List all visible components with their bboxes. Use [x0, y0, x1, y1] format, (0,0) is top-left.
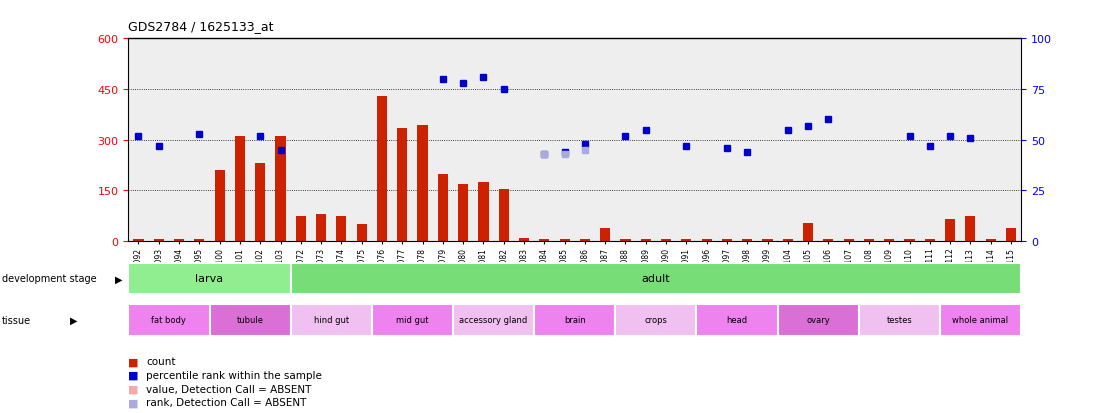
Text: ■: ■ [128, 397, 138, 407]
Bar [824, 240, 834, 242]
Bar [804, 223, 814, 242]
Bar [722, 240, 732, 242]
Text: crops: crops [644, 316, 667, 325]
Text: hind gut: hind gut [314, 316, 349, 325]
Bar [397, 128, 407, 242]
Bar [580, 240, 590, 242]
Bar [641, 240, 651, 242]
Bar [782, 240, 792, 242]
Text: count: count [146, 356, 175, 366]
Text: fat body: fat body [152, 316, 186, 325]
Text: ▶: ▶ [115, 274, 123, 284]
Bar [535, 304, 615, 336]
Bar [336, 216, 346, 242]
Bar [702, 240, 712, 242]
Bar [600, 228, 610, 242]
Text: adult: adult [642, 274, 671, 284]
Bar [559, 240, 569, 242]
Bar [154, 240, 164, 242]
Bar [681, 240, 692, 242]
Bar [945, 220, 955, 242]
Bar [316, 215, 326, 242]
Text: testes: testes [886, 316, 912, 325]
Text: brain: brain [564, 316, 586, 325]
Text: head: head [727, 316, 748, 325]
Bar [519, 238, 529, 242]
Bar [174, 240, 184, 242]
Text: development stage: development stage [2, 274, 97, 284]
Bar [864, 240, 874, 242]
Bar [620, 240, 631, 242]
Bar [904, 240, 915, 242]
Bar [194, 240, 204, 242]
Text: GDS2784 / 1625133_at: GDS2784 / 1625133_at [128, 20, 273, 33]
Bar [940, 304, 1021, 336]
Text: value, Detection Call = ABSENT: value, Detection Call = ABSENT [146, 384, 311, 394]
Text: tissue: tissue [2, 315, 31, 325]
Bar [458, 184, 469, 242]
Bar [661, 240, 671, 242]
Text: ■: ■ [128, 356, 138, 366]
Bar [214, 171, 224, 242]
Bar [377, 97, 387, 242]
Bar [453, 304, 535, 336]
Bar [372, 304, 453, 336]
Bar [479, 183, 489, 242]
Bar [134, 240, 144, 242]
Bar [696, 304, 778, 336]
Bar [778, 304, 859, 336]
Text: ■: ■ [128, 384, 138, 394]
Bar [276, 137, 286, 242]
Bar [128, 304, 210, 336]
Bar [290, 304, 372, 336]
Bar [985, 240, 995, 242]
Bar [742, 240, 752, 242]
Bar [615, 304, 696, 336]
Bar [290, 263, 1021, 294]
Bar [859, 304, 940, 336]
Text: ovary: ovary [807, 316, 830, 325]
Bar [256, 164, 266, 242]
Text: whole animal: whole animal [952, 316, 1009, 325]
Bar [965, 216, 975, 242]
Text: rank, Detection Call = ABSENT: rank, Detection Call = ABSENT [146, 397, 307, 407]
Text: ■: ■ [128, 370, 138, 380]
Bar [417, 125, 427, 242]
Bar [357, 225, 367, 242]
Bar [210, 304, 290, 336]
Bar [762, 240, 772, 242]
Bar [539, 240, 549, 242]
Text: percentile rank within the sample: percentile rank within the sample [146, 370, 323, 380]
Text: ▶: ▶ [70, 315, 78, 325]
Bar [844, 240, 854, 242]
Text: tubule: tubule [237, 316, 263, 325]
Bar [128, 263, 290, 294]
Bar [296, 216, 306, 242]
Bar [1006, 228, 1016, 242]
Text: larva: larva [195, 274, 223, 284]
Bar [925, 240, 935, 242]
Bar [437, 174, 448, 242]
Bar [499, 189, 509, 242]
Text: accessory gland: accessory gland [460, 316, 528, 325]
Bar [884, 240, 894, 242]
Bar [234, 137, 246, 242]
Text: mid gut: mid gut [396, 316, 429, 325]
